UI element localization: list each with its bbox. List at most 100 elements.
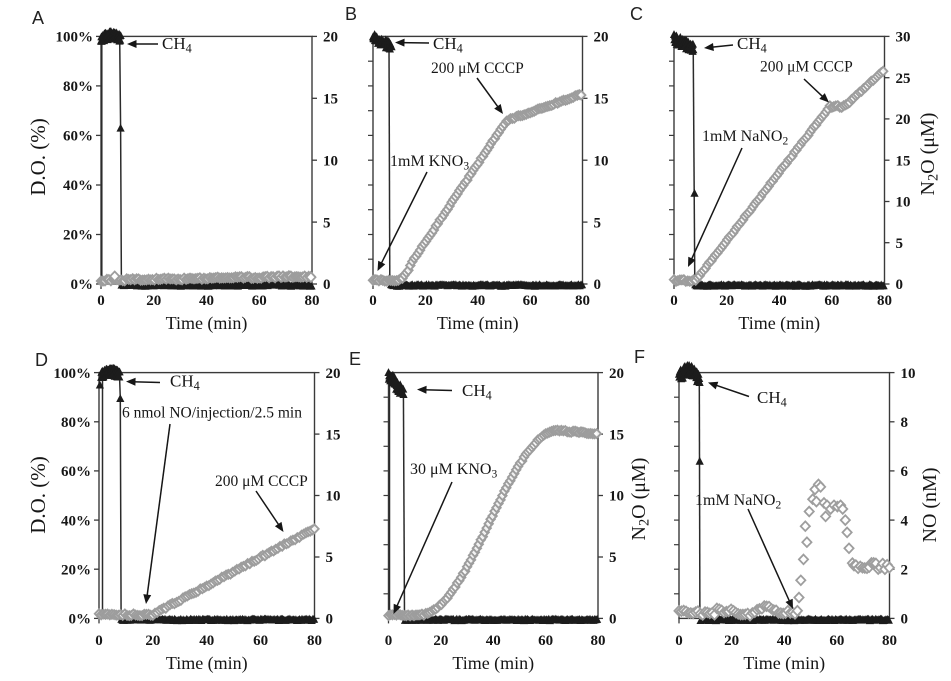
svg-text:D.O. (%): D.O. (%) xyxy=(26,456,50,534)
svg-text:D.O. (%): D.O. (%) xyxy=(26,118,50,196)
svg-text:40: 40 xyxy=(199,293,214,309)
svg-text:CH4: CH4 xyxy=(433,34,463,56)
svg-text:10: 10 xyxy=(326,489,341,505)
svg-text:20: 20 xyxy=(719,293,734,309)
svg-text:5: 5 xyxy=(896,236,904,252)
svg-text:15: 15 xyxy=(326,427,341,443)
svg-text:200 μM CCCP: 200 μM CCCP xyxy=(215,473,308,490)
svg-text:A: A xyxy=(32,8,44,28)
svg-text:10: 10 xyxy=(901,366,916,382)
svg-text:CH4: CH4 xyxy=(737,34,767,56)
svg-text:N2O (μM): N2O (μM) xyxy=(917,113,942,196)
svg-text:4: 4 xyxy=(901,513,909,529)
svg-text:1mM NaNO2: 1mM NaNO2 xyxy=(702,128,788,148)
svg-text:80: 80 xyxy=(882,633,897,649)
svg-text:40: 40 xyxy=(199,633,214,649)
svg-text:100%: 100% xyxy=(56,30,94,46)
svg-text:80: 80 xyxy=(877,293,892,309)
svg-text:5: 5 xyxy=(326,550,334,566)
svg-text:0: 0 xyxy=(609,612,617,628)
svg-text:60: 60 xyxy=(824,293,839,309)
svg-text:N2O (μM): N2O (μM) xyxy=(628,458,653,541)
svg-text:20: 20 xyxy=(724,633,739,649)
svg-text:20: 20 xyxy=(418,293,433,309)
svg-text:40: 40 xyxy=(777,633,792,649)
svg-text:5: 5 xyxy=(323,215,331,231)
svg-text:8: 8 xyxy=(901,415,909,431)
svg-text:80: 80 xyxy=(307,633,322,649)
svg-text:1mM KNO3: 1mM KNO3 xyxy=(390,153,469,173)
svg-text:40%: 40% xyxy=(61,513,91,529)
svg-text:Time (min): Time (min) xyxy=(452,653,534,674)
svg-text:F: F xyxy=(634,347,645,367)
svg-text:80: 80 xyxy=(575,293,590,309)
svg-text:60: 60 xyxy=(253,633,268,649)
svg-text:15: 15 xyxy=(896,153,911,169)
svg-text:15: 15 xyxy=(323,92,338,108)
svg-text:0: 0 xyxy=(326,612,334,628)
svg-text:60%: 60% xyxy=(63,129,93,145)
svg-text:30: 30 xyxy=(896,30,911,46)
svg-text:Time (min): Time (min) xyxy=(166,653,248,674)
svg-text:CH4: CH4 xyxy=(757,388,787,410)
svg-text:20%: 20% xyxy=(61,562,91,578)
svg-text:0: 0 xyxy=(95,633,103,649)
svg-text:0: 0 xyxy=(670,293,678,309)
svg-text:200 μM CCCP: 200 μM CCCP xyxy=(760,59,853,76)
svg-text:60: 60 xyxy=(538,633,553,649)
svg-text:100%: 100% xyxy=(54,366,92,382)
svg-text:D: D xyxy=(35,350,48,370)
svg-text:0: 0 xyxy=(369,293,377,309)
svg-text:30 μM KNO3: 30 μM KNO3 xyxy=(410,461,497,481)
svg-text:CH4: CH4 xyxy=(462,381,492,403)
svg-text:0%: 0% xyxy=(71,277,94,293)
svg-text:10: 10 xyxy=(323,153,338,169)
svg-text:20: 20 xyxy=(896,112,911,128)
svg-text:40: 40 xyxy=(772,293,787,309)
svg-text:20: 20 xyxy=(594,30,609,46)
svg-text:Time (min): Time (min) xyxy=(743,653,825,674)
svg-text:60: 60 xyxy=(523,293,538,309)
svg-text:1mM NaNO2: 1mM NaNO2 xyxy=(695,492,781,512)
svg-text:0: 0 xyxy=(323,277,331,293)
svg-text:0: 0 xyxy=(675,633,683,649)
svg-text:0: 0 xyxy=(896,277,904,293)
svg-text:B: B xyxy=(345,4,357,24)
svg-text:80%: 80% xyxy=(61,415,91,431)
svg-text:0: 0 xyxy=(594,277,602,293)
svg-text:20: 20 xyxy=(609,366,624,382)
svg-text:80: 80 xyxy=(591,633,606,649)
svg-text:0: 0 xyxy=(97,293,105,309)
svg-text:5: 5 xyxy=(594,215,602,231)
svg-text:10: 10 xyxy=(609,489,624,505)
svg-text:25: 25 xyxy=(896,71,911,87)
svg-text:2: 2 xyxy=(901,562,909,578)
svg-text:15: 15 xyxy=(609,427,624,443)
svg-text:Time (min): Time (min) xyxy=(738,313,820,334)
svg-text:0: 0 xyxy=(901,612,909,628)
svg-text:60%: 60% xyxy=(61,464,91,480)
svg-text:Time (min): Time (min) xyxy=(437,313,519,334)
svg-text:20%: 20% xyxy=(63,228,93,244)
svg-text:0%: 0% xyxy=(69,612,92,628)
svg-text:CH4: CH4 xyxy=(170,372,200,394)
svg-text:0: 0 xyxy=(385,633,393,649)
svg-text:20: 20 xyxy=(326,366,341,382)
svg-text:CH4: CH4 xyxy=(162,34,192,56)
svg-text:20: 20 xyxy=(146,293,161,309)
svg-text:6: 6 xyxy=(901,464,909,480)
svg-text:60: 60 xyxy=(829,633,844,649)
svg-text:20: 20 xyxy=(433,633,448,649)
svg-text:5: 5 xyxy=(609,550,617,566)
svg-text:40%: 40% xyxy=(63,178,93,194)
svg-text:200 μM CCCP: 200 μM CCCP xyxy=(431,60,524,77)
svg-text:Time (min): Time (min) xyxy=(166,313,248,334)
svg-text:E: E xyxy=(349,349,361,369)
svg-text:10: 10 xyxy=(594,153,609,169)
svg-text:20: 20 xyxy=(323,30,338,46)
svg-text:40: 40 xyxy=(470,293,485,309)
svg-text:10: 10 xyxy=(896,195,911,211)
svg-text:20: 20 xyxy=(145,633,160,649)
svg-text:80%: 80% xyxy=(63,79,93,95)
svg-text:80: 80 xyxy=(305,293,320,309)
